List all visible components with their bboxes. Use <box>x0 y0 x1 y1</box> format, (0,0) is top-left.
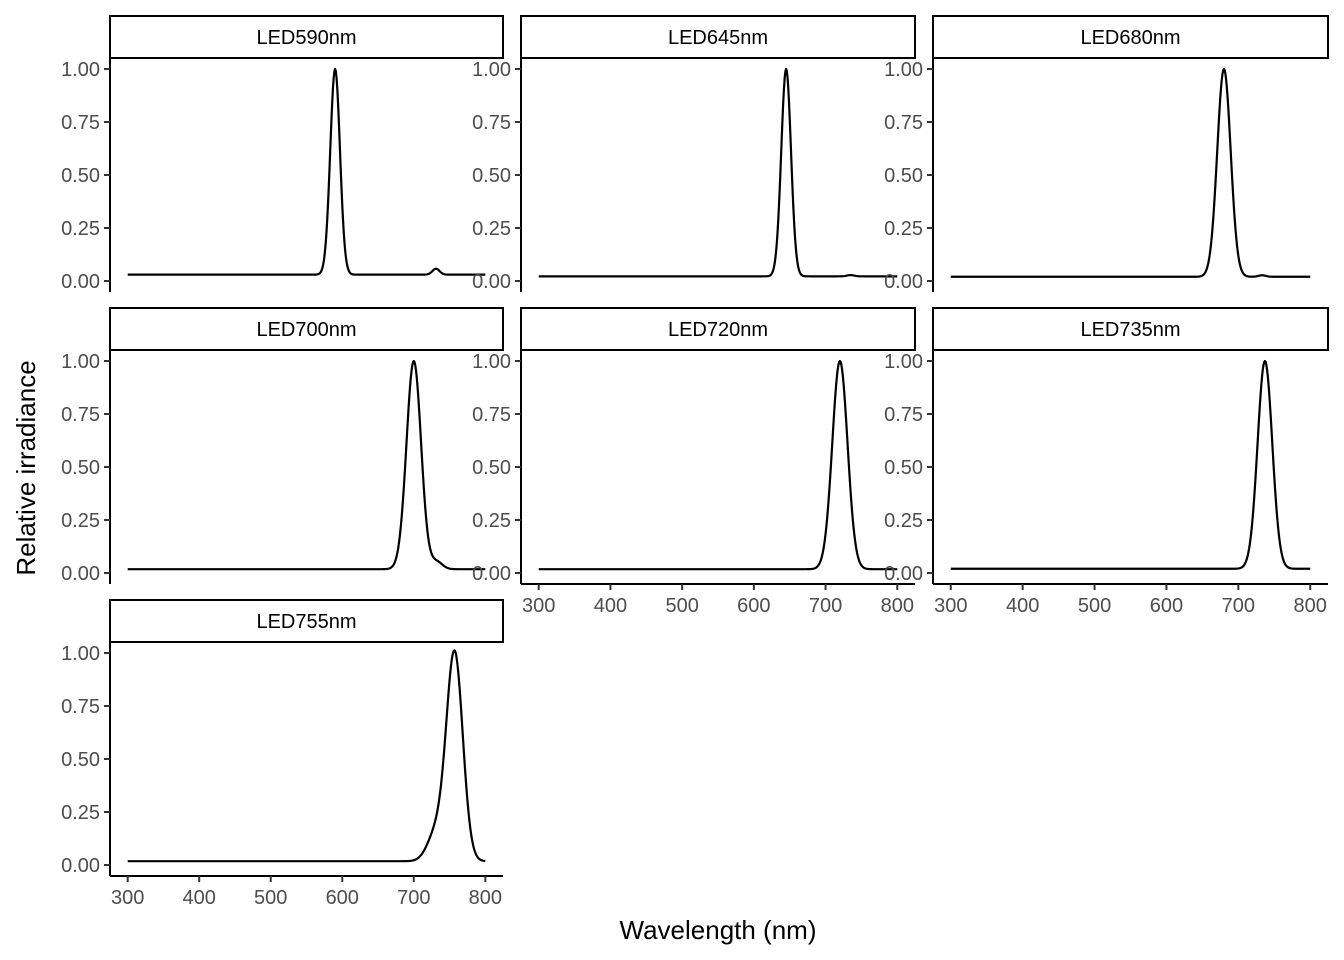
y-tick-label: 0.50 <box>472 457 511 479</box>
y-tick-label: 0.00 <box>472 563 511 585</box>
y-tick-label: 0.00 <box>884 563 923 585</box>
facet-panel: LED645nm 0.00 0.25 0.50 0.75 1.00 <box>472 15 916 293</box>
x-tick-label: 800 <box>881 595 914 617</box>
y-tick-label: 0.75 <box>61 112 100 134</box>
y-tick-label: 0.00 <box>472 271 511 293</box>
x-tick-label: 400 <box>1006 595 1039 617</box>
facet-strip-label: LED720nm <box>668 319 768 341</box>
facet-strip <box>109 15 504 59</box>
facet-strip <box>932 15 1329 59</box>
y-tick-label: 0.25 <box>472 510 511 532</box>
y-tick-label: 0.50 <box>61 749 100 771</box>
y-tick-label: 0.00 <box>61 855 100 877</box>
y-tick-label: 0.25 <box>61 510 100 532</box>
x-tick-label: 700 <box>1222 595 1255 617</box>
x-axis-title: Wavelength (nm) <box>620 915 817 945</box>
facet-strip-label: LED700nm <box>256 319 356 341</box>
facet-panel: LED590nm 0.00 0.25 0.50 0.75 1.00 <box>61 15 504 293</box>
y-tick-label: 0.50 <box>884 457 923 479</box>
y-tick-label: 1.00 <box>472 59 511 81</box>
y-tick-label: 0.50 <box>61 165 100 187</box>
y-tick-label: 0.00 <box>61 271 100 293</box>
y-tick-label: 0.25 <box>61 802 100 824</box>
y-tick-label: 0.75 <box>61 696 100 718</box>
x-tick-label: 400 <box>594 595 627 617</box>
y-tick-label: 0.25 <box>884 510 923 532</box>
y-tick-label: 1.00 <box>884 59 923 81</box>
spectrum-line <box>127 67 486 276</box>
facet-panels: LED590nm 0.00 0.25 0.50 0.75 1.00 LED645nm 0.00… <box>61 15 1329 909</box>
facet-strip <box>109 599 504 643</box>
y-tick-label: 0.75 <box>884 112 923 134</box>
x-tick-label: 300 <box>522 595 555 617</box>
facet-strip-label: LED755nm <box>256 611 356 633</box>
y-tick-label: 1.00 <box>61 351 100 373</box>
spectrum-line <box>127 649 486 863</box>
spectrum-line <box>538 359 898 571</box>
y-tick-label: 1.00 <box>472 351 511 373</box>
y-tick-label: 0.50 <box>884 165 923 187</box>
x-tick-label: 400 <box>183 887 216 909</box>
facet-strip <box>932 307 1329 351</box>
x-tick-label: 700 <box>809 595 842 617</box>
y-tick-label: 0.25 <box>61 218 100 240</box>
facet-panel: LED700nm 0.00 0.25 0.50 0.75 1.00 <box>61 307 504 585</box>
y-tick-label: 0.50 <box>472 165 511 187</box>
y-axis-title: Relative irradiance <box>11 360 41 575</box>
x-tick-label: 700 <box>397 887 430 909</box>
y-tick-label: 0.75 <box>61 404 100 426</box>
x-tick-label: 600 <box>1150 595 1183 617</box>
y-tick-label: 0.00 <box>61 563 100 585</box>
facet-strip-label: LED735nm <box>1080 319 1180 341</box>
facet-strip-label: LED680nm <box>1080 27 1180 49</box>
x-tick-label: 800 <box>1294 595 1327 617</box>
spectrum-line <box>950 359 1311 570</box>
y-tick-label: 1.00 <box>884 351 923 373</box>
facet-strip <box>520 15 916 59</box>
x-tick-label: 600 <box>326 887 359 909</box>
facet-panel: LED755nm 0.00 0.25 0.50 0.75 1.00 300 400 500 600… <box>61 599 504 909</box>
y-tick-label: 0.50 <box>61 457 100 479</box>
x-tick-label: 800 <box>469 887 502 909</box>
x-tick-label: 600 <box>737 595 770 617</box>
facet-strip <box>109 307 504 351</box>
x-tick-label: 500 <box>1078 595 1111 617</box>
spectrum-line <box>538 67 898 278</box>
facet-strip <box>520 307 916 351</box>
y-tick-label: 0.75 <box>472 112 511 134</box>
facet-panel: LED680nm 0.00 0.25 0.50 0.75 1.00 <box>884 15 1329 293</box>
x-tick-label: 500 <box>254 887 287 909</box>
y-tick-label: 1.00 <box>61 643 100 665</box>
x-tick-label: 300 <box>111 887 144 909</box>
facet-panel: LED720nm 0.00 0.25 0.50 0.75 1.00 300 400 500 600… <box>472 307 916 617</box>
facet-panel: LED735nm 0.00 0.25 0.50 0.75 1.00 300 400 500 600… <box>884 307 1329 617</box>
spectrum-line <box>127 359 486 571</box>
x-tick-label: 300 <box>934 595 967 617</box>
spectrum-line <box>950 67 1311 278</box>
facet-strip-label: LED645nm <box>668 27 768 49</box>
y-tick-label: 0.75 <box>472 404 511 426</box>
x-tick-label: 500 <box>665 595 698 617</box>
y-tick-label: 0.75 <box>884 404 923 426</box>
y-tick-label: 0.25 <box>472 218 511 240</box>
facet-strip-label: LED590nm <box>256 27 356 49</box>
y-tick-label: 1.00 <box>61 59 100 81</box>
y-tick-label: 0.25 <box>884 218 923 240</box>
y-tick-label: 0.00 <box>884 271 923 293</box>
